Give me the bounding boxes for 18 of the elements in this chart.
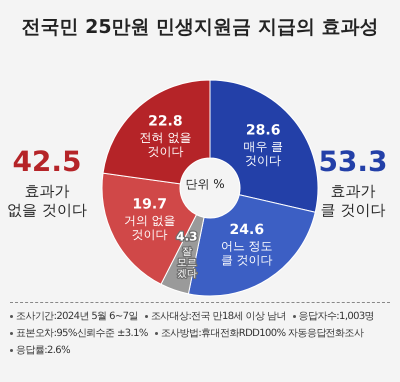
text: 42.5 효과가 없을 것이다 xyxy=(6,145,88,220)
data-label: 28.6 xyxy=(246,122,280,139)
text: 응답률:2.6% xyxy=(16,344,70,357)
text: 단위 % xyxy=(185,177,225,191)
text: 조사대상:전국 만18세 이상 남녀 xyxy=(150,310,286,323)
slice-label: 거의 없을 것이다 xyxy=(124,213,176,242)
slice-label: 어느 정도 클 것이다 xyxy=(220,239,273,268)
data-label: 19.7 xyxy=(132,196,167,212)
slice-label: 전혀 없을 것이다 xyxy=(139,130,192,159)
slice-label: 매우 클 것이다 xyxy=(243,140,284,168)
text: 53.3 효과가 클 것이다 xyxy=(317,145,389,220)
data-label: 24.6 xyxy=(230,222,264,238)
text: 응답자수:1,003명 xyxy=(298,310,374,323)
text: 표본오차:95%신뢰수준 ±3.1% xyxy=(16,327,148,340)
text: 조사기간:2024년 5월 6~7일 xyxy=(16,310,138,323)
chart-title: 전국민 25만원 민생지원금 지급의 효과성 xyxy=(20,15,380,40)
text: 조사방법:휴대전화RDD100% 자동응답전화조사 xyxy=(160,327,364,340)
data-label: 22.8 xyxy=(148,114,183,130)
